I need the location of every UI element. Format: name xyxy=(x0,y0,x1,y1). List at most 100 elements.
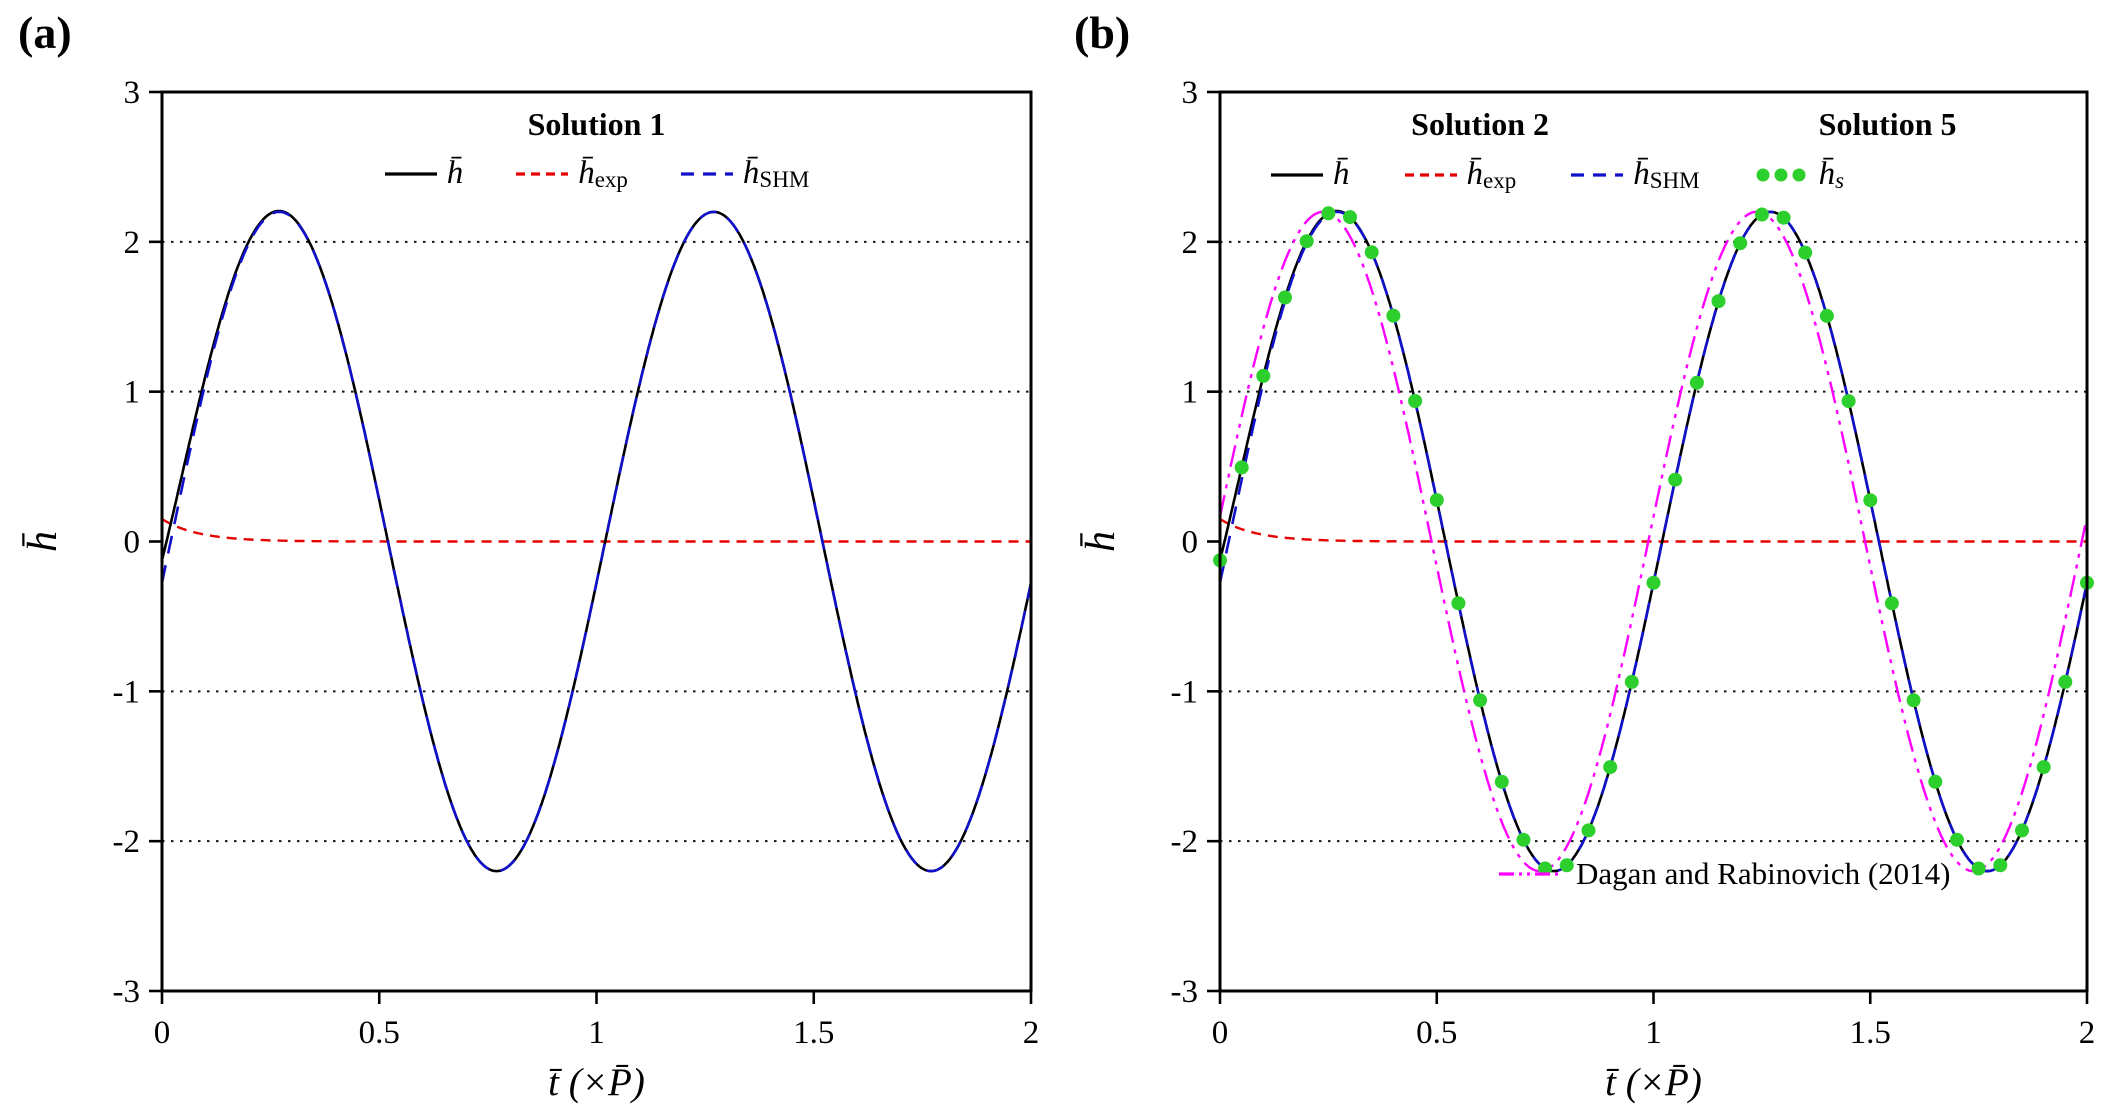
data-dot xyxy=(1689,375,1704,390)
y-tick-label: -1 xyxy=(113,674,141,710)
data-dot xyxy=(1733,236,1748,251)
x-tick-label: 2 xyxy=(1023,1015,1040,1051)
legend-label-h: h̄ xyxy=(446,155,464,191)
data-dot xyxy=(1386,308,1401,323)
panel-b-label: (b) xyxy=(1074,7,1131,58)
dots-swatch-h-s-icon xyxy=(1754,166,1810,184)
data-dot xyxy=(1668,472,1683,487)
legend-label-h-s: h̄s xyxy=(1818,156,1845,194)
data-dot xyxy=(2036,760,2051,775)
line-swatch-h-icon xyxy=(1270,166,1324,184)
y-tick-label: 3 xyxy=(1182,75,1199,111)
data-dot xyxy=(1754,207,1769,222)
data-dot xyxy=(1473,693,1488,708)
y-axis-label: h̄ xyxy=(1078,531,1124,552)
legend-title-solution-5: Solution 5 xyxy=(1818,106,1957,142)
y-tick-label: -2 xyxy=(113,824,141,860)
annotation-legend-dagan: Dagan and Rabinovich (2014) xyxy=(1498,856,1950,892)
legend-item-h: h̄ xyxy=(1270,156,1350,194)
y-tick-label: -2 xyxy=(1171,824,1199,860)
line-swatch-h-shm-icon xyxy=(1570,166,1624,184)
series-h-bar-SHM xyxy=(160,210,1033,873)
data-dot xyxy=(1299,234,1314,249)
y-tick-label: 2 xyxy=(124,225,141,261)
legend-row: h̄ h̄exp h̄SHM h̄s xyxy=(1220,156,2087,194)
data-dot xyxy=(1646,575,1661,590)
legend-panel-a: Solution 1 h̄ h̄exp h̄SHM xyxy=(162,106,1031,193)
y-tick-label: 0 xyxy=(124,525,141,561)
legend-panel-b: Solution 2 Solution 5 h̄ h̄exp h̄SHM h̄s xyxy=(1220,106,2087,194)
data-dot xyxy=(1581,823,1596,838)
line-swatch-dagan-icon xyxy=(1498,865,1564,883)
panel-a-label: (a) xyxy=(18,7,72,58)
series-h-bar-exp xyxy=(1219,518,2087,543)
axes-box xyxy=(160,90,1033,993)
data-dot xyxy=(1559,858,1574,873)
data-dot xyxy=(1906,693,1921,708)
legend-title-solution-1: Solution 1 xyxy=(527,106,666,142)
legend-title-solution-2: Solution 2 xyxy=(1411,106,1550,142)
data-dot xyxy=(1863,493,1878,508)
legend-label-h-shm: h̄SHM xyxy=(742,155,810,193)
x-tick-label: 1 xyxy=(588,1015,605,1051)
data-dot xyxy=(1603,760,1618,775)
y-tick-label: 1 xyxy=(1182,375,1199,411)
data-dot xyxy=(1776,210,1791,225)
legend-titles: Solution 2 Solution 5 xyxy=(1220,106,2087,144)
y-tick-label: 3 xyxy=(124,75,141,111)
data-dot xyxy=(1343,210,1357,225)
data-dot xyxy=(1408,394,1423,408)
series-h-bar-exp xyxy=(161,518,1031,543)
x-axis-label: t̄ (×P̄) xyxy=(1605,1061,1702,1104)
y-axis-label: h̄ xyxy=(20,531,66,552)
legend-label-h-exp: h̄exp xyxy=(578,155,628,193)
x-tick-label: 1.5 xyxy=(1850,1015,1891,1051)
x-tick-label: 1.5 xyxy=(793,1015,834,1051)
data-dot xyxy=(1256,368,1271,383)
data-dot xyxy=(1451,596,1466,611)
legend-item-h-exp: h̄exp xyxy=(1404,156,1517,194)
legend-label-h-shm: h̄SHM xyxy=(1633,156,1700,194)
data-dot xyxy=(1711,294,1726,309)
y-tick-label: -1 xyxy=(1171,674,1199,710)
legend-label-h-exp: h̄exp xyxy=(1466,156,1517,194)
data-dot xyxy=(1429,493,1444,508)
line-swatch-h-exp-icon xyxy=(515,165,569,183)
legend-item-h-shm: h̄SHM xyxy=(680,155,809,193)
y-tick-label: 0 xyxy=(1182,525,1199,561)
data-dot xyxy=(1364,245,1379,260)
data-dot xyxy=(1928,774,1943,789)
x-axis-label: t̄ (×P̄) xyxy=(548,1061,645,1104)
data-dot xyxy=(1321,206,1336,221)
x-tick-label: 1 xyxy=(1645,1015,1662,1051)
legend-item-h: h̄ xyxy=(384,155,464,193)
data-dot xyxy=(1624,674,1639,689)
y-tick-label: -3 xyxy=(1171,974,1199,1010)
data-dot xyxy=(1516,832,1531,847)
data-dot xyxy=(1798,245,1813,260)
data-dot xyxy=(1841,394,1856,409)
legend-item-h-shm: h̄SHM xyxy=(1570,156,1700,194)
y-tick-label: -3 xyxy=(113,974,141,1010)
annotation-legend-label: Dagan and Rabinovich (2014) xyxy=(1576,856,1951,891)
legend-label-h: h̄ xyxy=(1333,156,1350,192)
line-swatch-h-icon xyxy=(384,165,438,183)
data-dot xyxy=(1819,308,1834,323)
data-dot xyxy=(2015,823,2029,838)
line-swatch-h-exp-icon xyxy=(1404,166,1458,184)
x-tick-label: 0.5 xyxy=(359,1015,400,1051)
legend-item-h-exp: h̄exp xyxy=(515,155,628,193)
data-dot xyxy=(1993,858,2008,873)
data-dot xyxy=(1538,861,1553,876)
data-dot xyxy=(2058,674,2073,689)
line-swatch-h-shm-icon xyxy=(680,165,734,183)
data-dot xyxy=(1494,774,1509,789)
x-tick-label: 2 xyxy=(2079,1015,2096,1051)
x-tick-label: 0 xyxy=(154,1015,171,1051)
data-dot xyxy=(1950,832,1964,847)
y-tick-label: 1 xyxy=(124,375,141,411)
legend-item-h-s: h̄s xyxy=(1754,156,1844,194)
data-dot xyxy=(1234,460,1249,475)
